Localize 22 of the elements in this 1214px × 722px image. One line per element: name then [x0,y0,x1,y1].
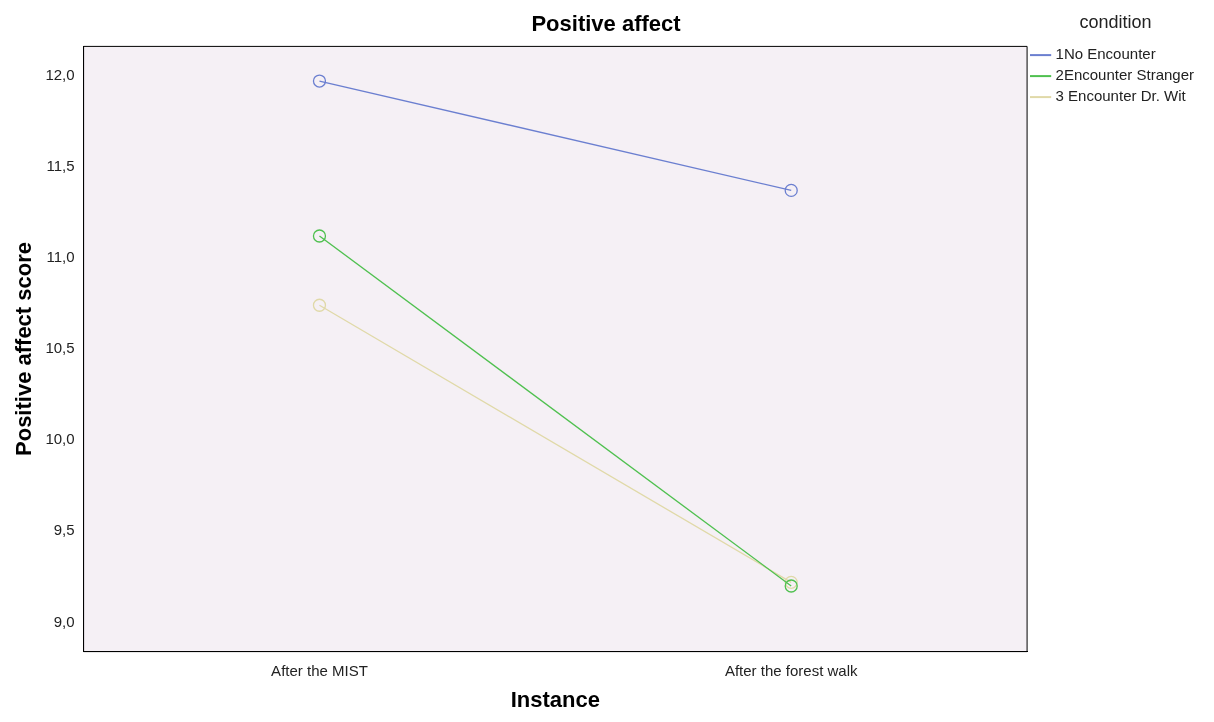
point [312,229,327,243]
y-tick-label: 10,0 [45,430,75,448]
y-tick-label: 11,5 [46,156,75,174]
chart-title: Positive affect [531,11,682,37]
y-tick-label: 10,5 [45,339,75,357]
y-axis-title: Positive affect score [11,242,37,456]
x-axis-title: Instance [510,686,600,712]
point [784,579,798,593]
legend-label: 1No Encounter [1055,45,1156,63]
point [312,74,327,88]
y-tick-label: 9,0 [53,612,75,630]
y-tick-label: 11,0 [46,248,75,265]
x-tick-label: After the forest walk [724,661,858,679]
legend-label: 2Encounter Stranger [1055,66,1194,84]
point [784,575,798,589]
legend-label: 3 Encounter Dr. Wit [1055,87,1187,105]
point [312,298,327,312]
x-tick-label: After the MIST [271,661,368,679]
legend-title: condition [1079,11,1152,32]
y-tick-label: 9,5 [53,521,75,539]
point [784,183,798,198]
y-tick-label: 12,0 [45,65,75,83]
